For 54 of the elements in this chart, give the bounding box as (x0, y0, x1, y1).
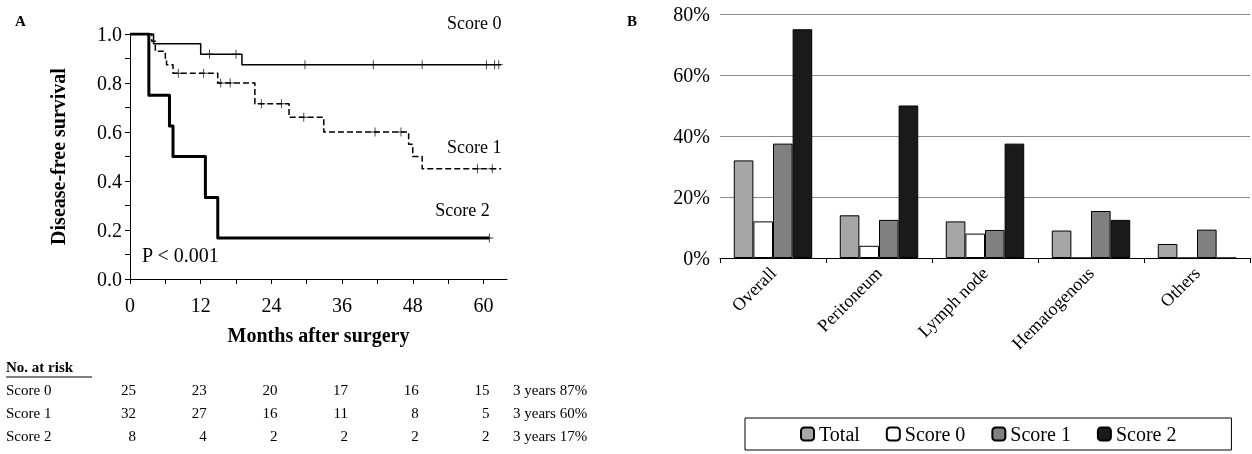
x-tick-label: 0 (125, 294, 135, 316)
y-tick-label: 60% (673, 64, 710, 86)
y-tick-label: 20% (673, 186, 710, 208)
text: 25 (121, 381, 136, 398)
annotation: P < 0.001 (142, 244, 219, 266)
text: 8 (411, 404, 419, 421)
y-tick-label: 0.0 (97, 268, 122, 290)
y-axis-title: Disease-free survival (47, 67, 69, 245)
text: Score 0 (6, 381, 52, 398)
x-tick-label: 36 (332, 294, 353, 316)
text: 16 (262, 404, 278, 421)
text: 2 (269, 427, 278, 444)
series-label: Score 0 (447, 12, 502, 33)
x-tick-label: 48 (402, 294, 423, 316)
text: 3 years 60% (513, 404, 588, 421)
y-tick-label: 0.4 (97, 170, 122, 192)
y-tick-label: 1.0 (97, 23, 122, 45)
series-label: Score 2 (435, 200, 490, 221)
text: No. at risk (6, 358, 74, 375)
text: 16 (403, 381, 420, 398)
y-tick-label: 0.6 (97, 121, 122, 143)
legend-label: Total (819, 423, 861, 445)
y-tick-label: 40% (673, 125, 710, 147)
x-tick-label: 12 (190, 294, 211, 316)
y-tick-label: 80% (673, 3, 710, 25)
text: 2 (340, 427, 349, 444)
text: 2 (411, 427, 419, 444)
text: 3 years 17% (513, 427, 588, 444)
chart-title: B (627, 12, 638, 29)
text: 32 (121, 404, 136, 421)
text: 11 (333, 404, 349, 421)
y-tick-label: 0.2 (97, 219, 122, 241)
text: 5 (481, 404, 490, 421)
text: 23 (191, 381, 207, 398)
y-tick-label: 0.8 (97, 72, 122, 94)
legend-label: Score 2 (1115, 423, 1177, 445)
text: Score 1 (6, 404, 52, 421)
text: 27 (191, 404, 208, 421)
legend-label: Score 0 (904, 423, 966, 445)
text: 17 (333, 381, 349, 398)
text: 8 (128, 427, 136, 444)
text: 15 (474, 381, 490, 398)
text: Score 2 (6, 427, 52, 444)
text: 20 (262, 381, 278, 398)
x-tick-label: 60 (473, 294, 494, 316)
legend-label: Score 1 (1010, 423, 1071, 445)
text: 2 (481, 427, 490, 444)
x-tick-label: 24 (261, 294, 282, 316)
chart-title: A (15, 12, 26, 29)
text: 3 years 87% (513, 381, 588, 398)
x-axis-title: Months after surgery (227, 324, 410, 347)
text: 4 (199, 427, 208, 444)
series-label: Score 1 (447, 136, 502, 157)
y-tick-label: 0% (683, 247, 710, 269)
